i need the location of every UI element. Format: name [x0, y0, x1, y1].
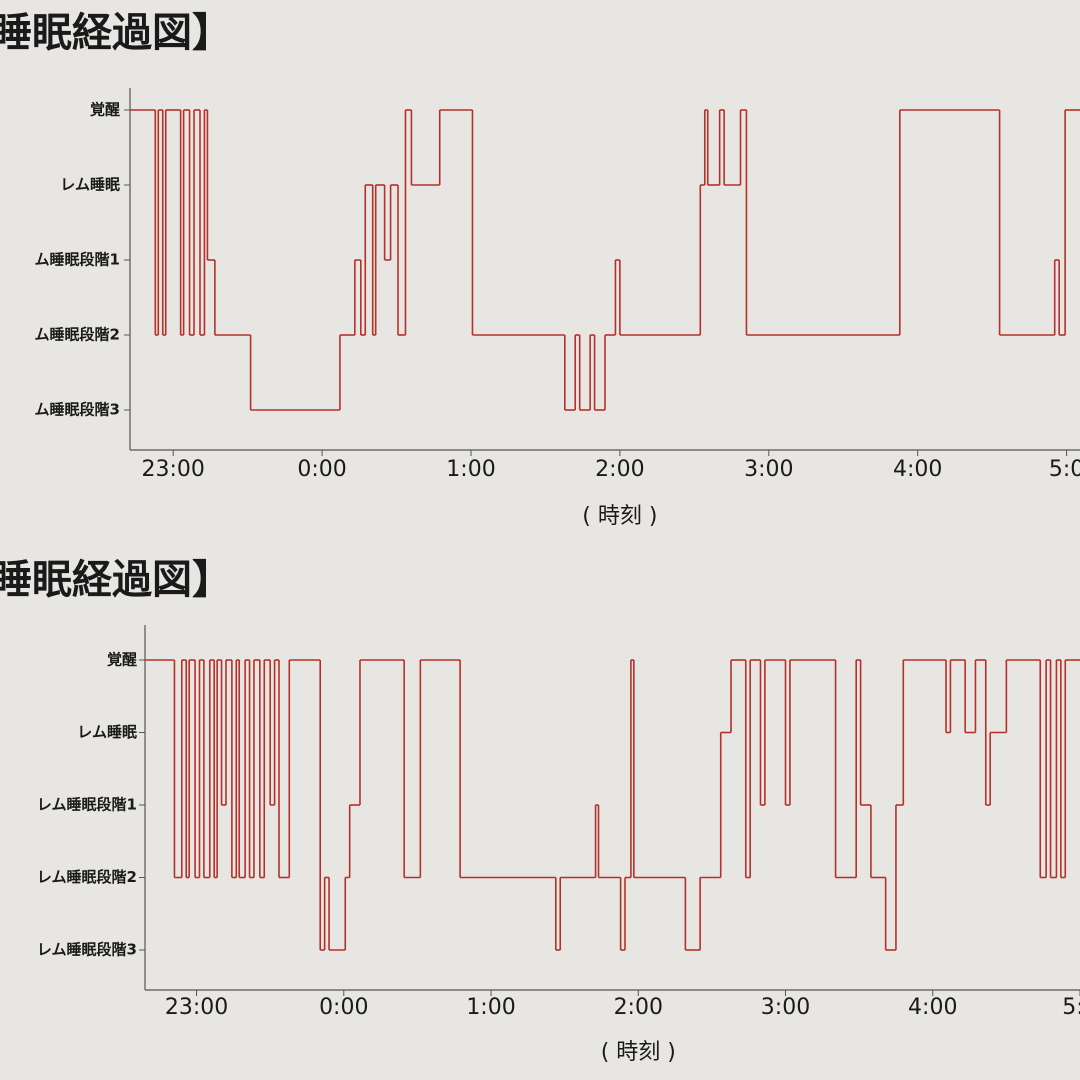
x-axis-label: ( 時刻 ) [582, 504, 657, 529]
y-tick-label: 覚醒 [90, 101, 120, 119]
x-axis-label: ( 時刻 ) [601, 1040, 676, 1065]
x-tick-label: 1:00 [446, 457, 495, 482]
y-tick-label: レム睡眠段階3 [37, 941, 137, 959]
x-tick-label: 4:00 [908, 995, 957, 1020]
y-tick-label: ム睡眠段階2 [35, 326, 120, 344]
x-tick-label: 2:00 [614, 995, 663, 1020]
y-tick-label: ム睡眠段階1 [35, 251, 120, 269]
chart-title: 睡眠経過図】 [0, 10, 232, 56]
x-tick-label: 3:00 [761, 995, 810, 1020]
y-tick-label: レム睡眠 [77, 723, 137, 741]
y-tick-label: レム睡眠段階2 [37, 868, 137, 886]
x-tick-label: 4:00 [893, 457, 942, 482]
x-tick-label: 23:00 [141, 457, 204, 482]
x-tick-label: 3:00 [744, 457, 793, 482]
x-tick-label: 5:0 [1062, 995, 1080, 1020]
x-tick-label: 1:00 [466, 995, 515, 1020]
x-tick-label: 0:00 [297, 457, 346, 482]
x-tick-label: 0:00 [319, 995, 368, 1020]
chart-title: 睡眠経過図】 [0, 557, 232, 603]
x-tick-label: 2:00 [595, 457, 644, 482]
x-tick-label: 5:0 [1049, 457, 1080, 482]
y-tick-label: ム睡眠段階3 [35, 401, 120, 419]
y-tick-label: レム睡眠段階1 [37, 796, 137, 814]
y-tick-label: 覚醒 [107, 651, 137, 669]
y-tick-label: レム睡眠 [60, 176, 120, 194]
x-tick-label: 23:00 [165, 995, 228, 1020]
